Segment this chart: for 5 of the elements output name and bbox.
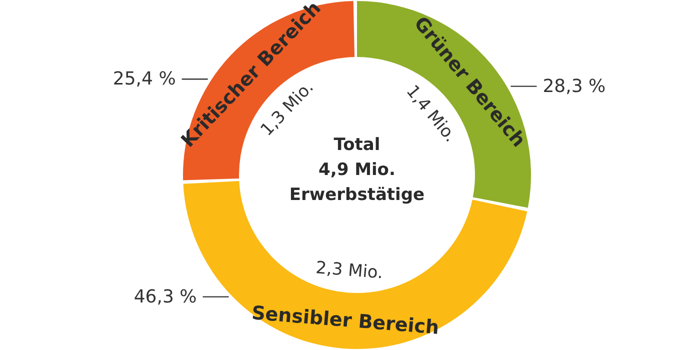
data-label: 25,4 % [112, 68, 176, 90]
data-label: 28,3 % [542, 76, 606, 97]
text: 2,3 Mio. [314, 258, 384, 284]
slice-label: Sensibler Bereich [250, 302, 440, 339]
data-label: 46,3 % [134, 286, 197, 308]
